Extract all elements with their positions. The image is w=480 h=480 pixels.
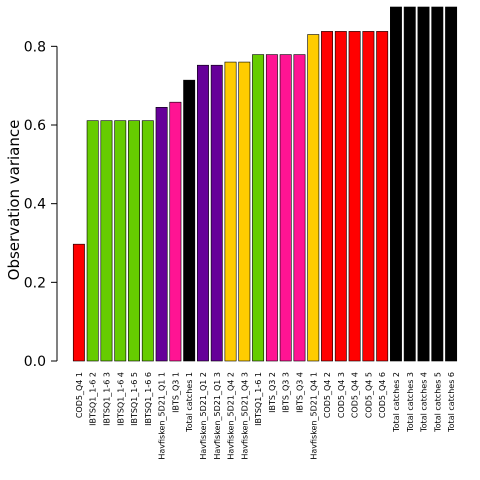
x-tick-label: IBTSQ1_1-6 6	[144, 372, 153, 426]
x-tick-label: IBTSQ1_1-6 4	[116, 372, 125, 426]
y-tick-label: 0.0	[24, 354, 46, 370]
x-tick-label: COD5_Q4 5	[364, 372, 373, 418]
x-tick-label: Total catches 5	[433, 372, 442, 433]
x-tick-label: COD5_Q4 3	[337, 372, 346, 418]
x-tick-label: COD5_Q4 2	[323, 372, 332, 418]
bars-group	[72, 6, 458, 362]
x-tick-label: IBTSQ1_1-6 5	[130, 372, 139, 426]
x-tick-label: IBTSQ1_1-6 3	[102, 372, 111, 426]
x-tick-label: Total catches 3	[406, 372, 415, 433]
bar-10	[197, 64, 209, 362]
x-tick-label: IBTS_Q3 3	[282, 372, 291, 413]
x-tick-label: COD5_Q4 1	[75, 372, 84, 418]
bar-25	[403, 6, 416, 362]
bar-27	[431, 6, 444, 362]
bar-5	[128, 120, 140, 362]
x-category-labels: COD5_Q4 1 IBTSQ1_1-6 2 IBTSQ1_1-6 3 IBTSQ1_…	[75, 372, 456, 460]
x-tick-label: IBTS_Q3 4	[295, 372, 304, 413]
x-tick-label: COD5_Q4 6	[378, 372, 387, 418]
x-tick-label: Havfisken_5D21_Q1 2	[199, 372, 208, 460]
y-tick-label: 0.4	[24, 197, 46, 213]
bar-23	[376, 31, 389, 362]
x-tick-label: Total catches 4	[420, 372, 429, 433]
bar-16	[279, 54, 292, 362]
bar-24	[390, 6, 402, 362]
x-tick-label: Total catches 1	[185, 372, 194, 433]
bar-18	[307, 34, 320, 362]
y-tick-label: 0.8	[24, 39, 46, 55]
bar-13	[238, 61, 251, 362]
x-tick-label: Havfisken_5D21_Q4 2	[227, 372, 236, 460]
y-axis: 0.0 0.2 0.4 0.6 0.8	[24, 39, 58, 370]
bar-22	[362, 31, 375, 362]
bar-12	[224, 61, 237, 362]
x-tick-label: Havfisken_5D21_Q1 3	[213, 372, 222, 460]
bar-9	[183, 79, 196, 362]
bar-6	[141, 120, 154, 362]
bar-19	[321, 31, 333, 362]
x-tick-label: IBTSQ1_1-6 2	[89, 372, 98, 426]
bar-21	[348, 31, 361, 362]
bar-3	[100, 120, 113, 362]
x-tick-label: IBTS_Q3 2	[268, 372, 277, 413]
bar-28	[445, 6, 458, 362]
bar-7	[155, 107, 168, 362]
x-tick-label: IBTSQ1_1-6 1	[254, 372, 263, 426]
bar-26	[417, 6, 430, 362]
bar-15	[265, 54, 278, 362]
x-tick-label: Total catches 6	[447, 372, 456, 433]
y-tick-label: 0.2	[24, 275, 46, 291]
y-tick-label: 0.6	[24, 118, 46, 134]
x-tick-label: Havfisken_5D21_Q4 3	[240, 372, 249, 460]
x-tick-label: IBTS_Q3 1	[171, 372, 180, 413]
x-tick-label: Havfisken_5D21_Q1 1	[158, 372, 167, 460]
bar-1	[72, 243, 85, 362]
bar-8	[169, 101, 182, 362]
x-tick-label: COD5_Q4 4	[351, 372, 360, 418]
bar-20	[334, 31, 347, 362]
bar-17	[293, 54, 306, 362]
x-tick-label: Havfisken_5D21_Q4 1	[309, 372, 318, 460]
bar-11	[210, 64, 223, 362]
y-axis-title: Observation variance	[5, 120, 23, 281]
x-tick-label: Total catches 2	[392, 372, 401, 433]
bar-4	[114, 120, 127, 362]
bar-14	[252, 54, 265, 362]
bar-2	[86, 120, 99, 362]
